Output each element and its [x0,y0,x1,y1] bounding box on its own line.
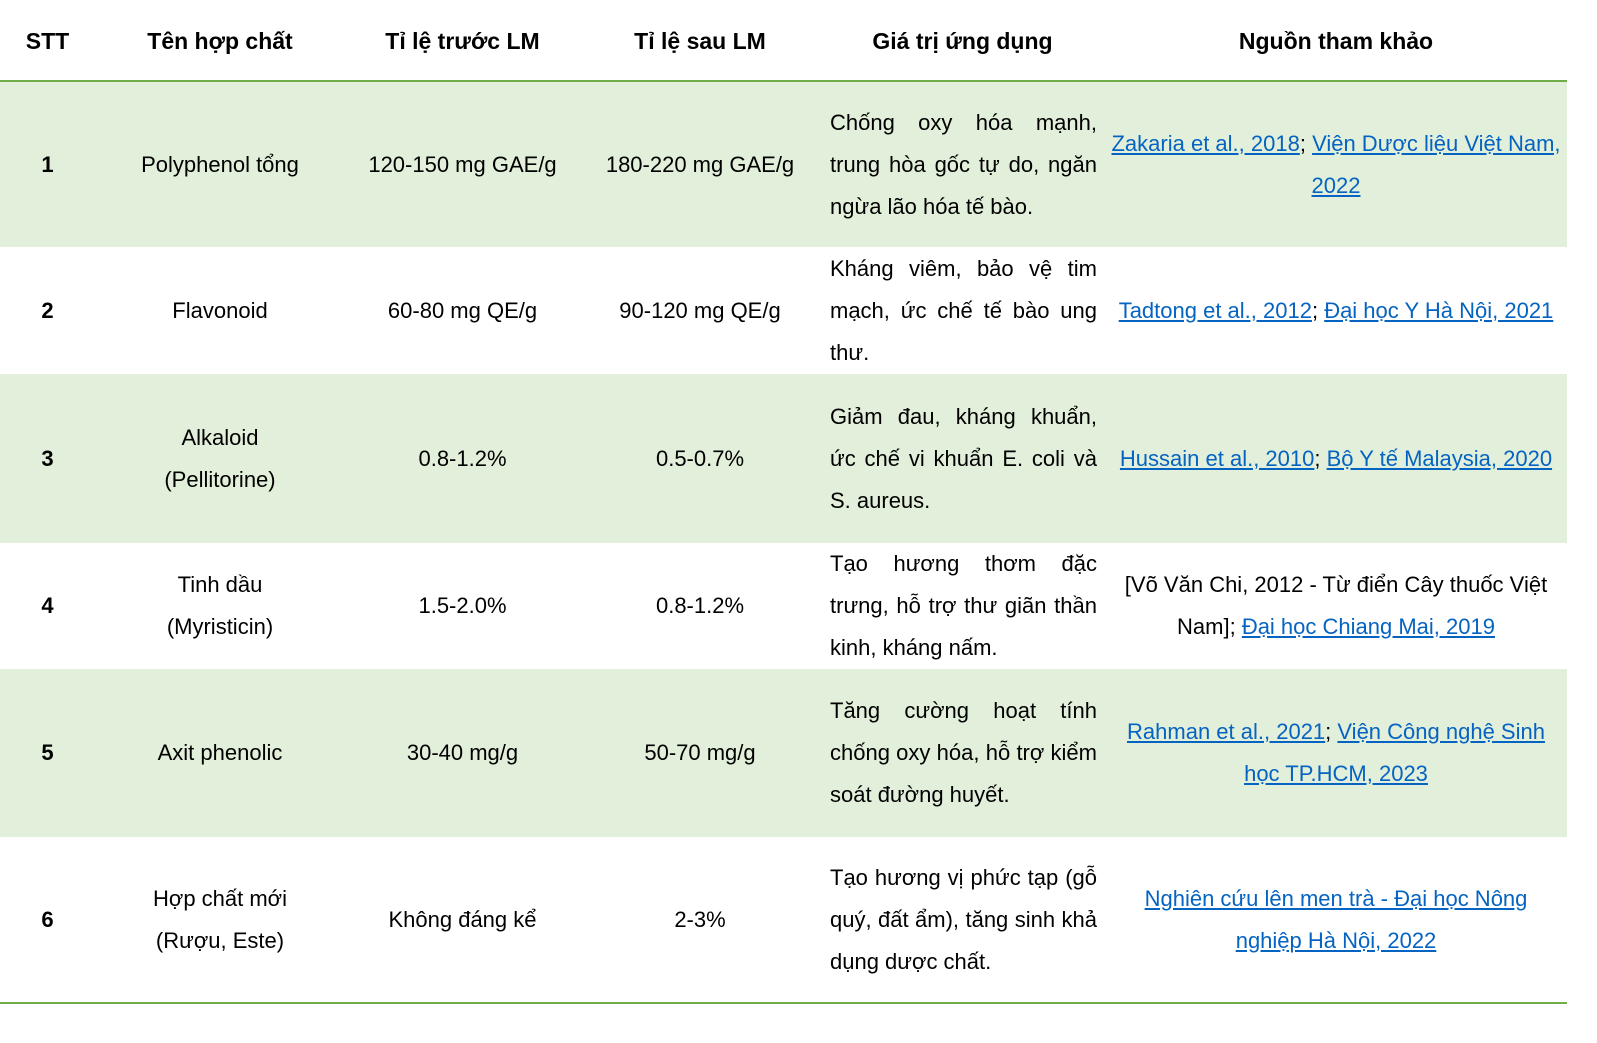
source-cell: Hussain et al., 2010; Bộ Y tế Malaysia, … [1105,374,1567,543]
name-cell: Polyphenol tổng [95,81,345,247]
data-table: STT Tên hợp chất Tỉ lệ trước LM Tỉ lệ sau L… [0,2,1567,1004]
after-cell: 0.8-1.2% [655,593,745,618]
name-cell: Hợp chất mới (Rượu, Este) [95,837,345,1004]
source-text: ; [1299,130,1313,156]
before-cell: 60-80 mg QE/g [387,297,538,323]
source-cell: Nghiên cứu lên men trà - Đại học Nông ng… [1105,837,1567,1004]
stt-cell: 2 [41,297,54,323]
source-link[interactable]: Rahman et al., 2021 [1127,719,1326,744]
source-link[interactable]: Zakaria et al., 2018 [1111,130,1300,156]
table-row: 3 Alkaloid (Pellitorine) 0.8-1.2% 0.5-0.7% G… [0,374,1567,543]
stt-cell: 3 [0,374,95,543]
stt-cell: 1 [0,81,95,247]
value-cell: Tăng cường hoạt tính chống oxy hóa, hỗ t… [820,669,1105,837]
name-cell: Tinh dầu (Myristicin) [166,572,274,639]
source-link[interactable]: Viện Dược liệu Việt Nam, 2022 [1311,130,1561,198]
after-cell: 180-220 mg GAE/g [580,81,820,247]
source-text: ; [1311,297,1325,323]
source-link[interactable]: Tadtong et al., 2012 [1118,297,1312,323]
source-link[interactable]: Hussain et al., 2010 [1119,445,1315,471]
source-link[interactable]: Bộ Y tế Malaysia, 2020 [1326,445,1553,471]
after-cell: 0.5-0.7% [580,374,820,543]
value-cell: Giảm đau, kháng khuẩn, ức chế vi khuẩn E… [820,374,1105,543]
value-cell: Tạo hương vị phức tạp (gỗ quý, đất ẩm), … [820,837,1105,1004]
after-cell: 50-70 mg/g [580,669,820,837]
header-cell: Giá trị ứng dụng [820,2,1105,82]
header-cell: Tỉ lệ sau LM [580,2,820,82]
before-cell: Không đáng kể [345,837,580,1004]
before-cell: 1.5-2.0% [418,593,507,618]
source-text: ; [1325,719,1338,744]
table-row: 5 Axit phenolic 30-40 mg/g 50-70 mg/g Tăng c… [0,669,1567,837]
source-link[interactable]: Đại học Chiang Mai, 2019 [1241,614,1495,639]
header-cell: Tên hợp chất [95,2,345,82]
header-cell: STT [0,2,95,82]
name-cell: Axit phenolic [95,669,345,837]
value-cell: Tạo hương thơm đặc trưng, hỗ trợ thư giã… [830,551,1097,660]
name-cell: Alkaloid (Pellitorine) [95,374,345,543]
header-cell: Tỉ lệ trước LM [345,2,580,82]
before-cell: 30-40 mg/g [345,669,580,837]
table-row: 1 Polyphenol tổng 120-150 mg GAE/g 180-220 … [0,81,1567,247]
source-link[interactable]: Nghiên cứu lên men trà - Đại học Nông ng… [1144,885,1528,953]
stt-cell: 5 [0,669,95,837]
source-cell: Zakaria et al., 2018; Viện Dược liệu Việ… [1105,81,1567,247]
source-cell: Tadtong et al., 2012; Đại học Y Hà Nội, … [1105,247,1567,374]
after-cell: 2-3% [580,837,820,1004]
source-text: ; [1314,445,1327,471]
source-cell: [Võ Văn Chi, 2012 - Từ điển Cây thuốc Vi… [1105,543,1567,669]
after-cell: 90-120 mg QE/g [619,297,781,323]
table-body: 1 Polyphenol tổng 120-150 mg GAE/g 180-220 … [0,81,1567,1004]
before-cell: 120-150 mg GAE/g [345,81,580,247]
source-link[interactable]: Viện Công nghệ Sinh học TP.HCM, 2023 [1244,719,1545,786]
table-row: 4 Tinh dầu (Myristicin) 1.5-2.0% 0.8-1.2% Tạ… [0,543,1567,669]
source-cell: Rahman et al., 2021; Viện Công nghệ Sinh… [1105,669,1567,837]
header-row: STT Tên hợp chất Tỉ lệ trước LM Tỉ lệ sau L… [0,2,1567,82]
value-cell: Chống oxy hóa mạnh, trung hòa gốc tự do,… [820,81,1105,247]
stt-cell: 6 [0,837,95,1004]
table-row: 6 Hợp chất mới (Rượu, Este) Không đáng kể 2… [0,837,1567,1004]
source-link[interactable]: Đại học Y Hà Nội, 2021 [1324,297,1554,323]
source-text: [Võ Văn Chi, 2012 - Từ điển Cây thuốc Vi… [1124,572,1548,639]
before-cell: 0.8-1.2% [345,374,580,543]
header-cell: Nguồn tham khảo [1105,2,1567,82]
table-row: 2 Flavonoid 60-80 mg QE/g 90-120 mg QE/g Khá… [0,247,1567,374]
stt-cell: 4 [41,593,54,618]
name-cell: Flavonoid [172,297,268,323]
value-cell: Kháng viêm, bảo vệ tim mạch, ức chế tế b… [830,255,1097,365]
